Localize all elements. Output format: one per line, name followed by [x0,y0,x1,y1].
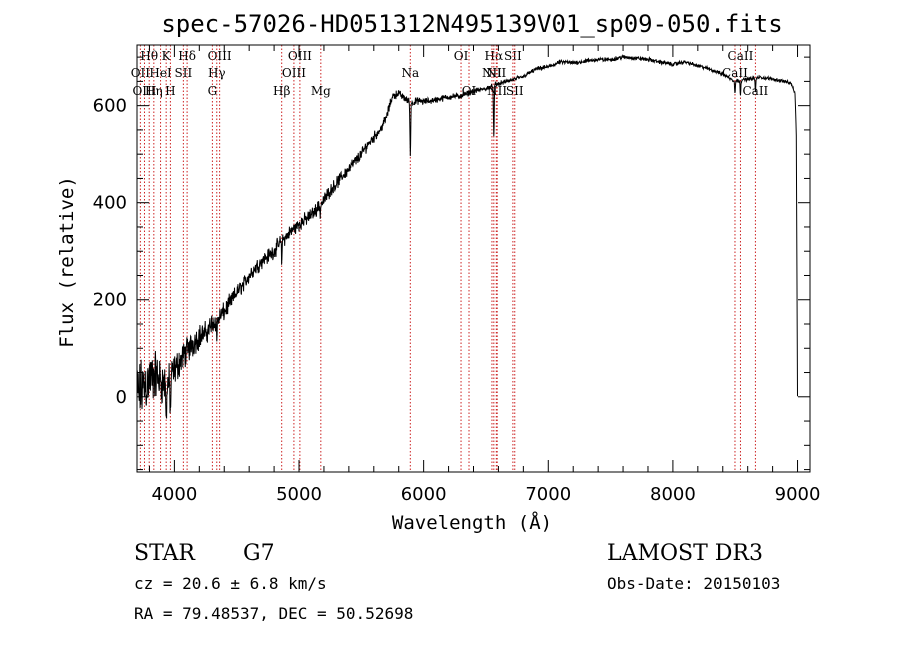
emission-line-label: Hβ [273,84,290,98]
x-tick-label: 4000 [151,484,197,505]
redshift-readout: cz = 20.6 ± 6.8 km/s [134,574,327,593]
survey-name: LAMOST DR3 [607,541,763,566]
x-axis-label: Wavelength (Å) [392,511,552,534]
emission-line-label: H [165,84,175,98]
emission-line-label: NII [486,66,506,80]
emission-line-label: OIII [208,49,232,63]
emission-line-label: NII [487,84,507,98]
emission-line-label: Hδ [178,49,196,63]
y-tick-label: 400 [93,193,127,214]
spectrum-line [136,54,798,419]
emission-line-label: Hθ [140,49,158,63]
emission-line-label: Mg [311,84,331,98]
emission-line-label: HeI [149,66,172,80]
emission-line-label: Na [401,66,419,80]
x-axis: 4000 5000 6000 7000 8000 9000 [148,45,821,505]
emission-line-label: Hη [145,84,163,98]
plot-frame [136,44,811,473]
coordinates-readout: RA = 79.48537, DEC = 50.52698 [134,604,413,623]
emission-line-label: G [208,84,218,98]
emission-line-label: CaII [728,49,754,63]
chart-title: spec-57026-HD051312N495139V01_sp09-050.f… [161,10,782,38]
emission-line-label: OIII [288,49,312,63]
emission-line-label: Hγ [208,66,226,80]
y-axis-label: Flux (relative) [56,176,78,348]
object-subclass: G7 [243,541,275,566]
emission-line-label: Hα [485,49,504,63]
x-tick-label: 8000 [650,484,696,505]
y-tick-label: 600 [93,96,127,117]
x-tick-label: 6000 [401,484,447,505]
emission-line-label: SII [506,84,524,98]
x-tick-label: 5000 [276,484,322,505]
emission-line-label: K [162,49,172,63]
emission-line-label: SII [175,66,193,80]
emission-line-label: SII [504,49,522,63]
emission-line-label: OIII [132,84,156,98]
x-tick-label: 9000 [775,484,821,505]
y-tick-label: 200 [93,290,127,311]
y-tick-label: 0 [116,387,127,408]
emission-line-label: OI [454,49,469,63]
spectrum-series [136,54,798,419]
y-axis: 0 200 400 600 [93,56,810,471]
emission-line-label: OIII [282,66,306,80]
object-class: STAR [134,541,196,566]
observation-date: Obs-Date: 20150103 [607,574,780,593]
x-tick-label: 7000 [525,484,571,505]
emission-line-label: OII [131,66,151,80]
